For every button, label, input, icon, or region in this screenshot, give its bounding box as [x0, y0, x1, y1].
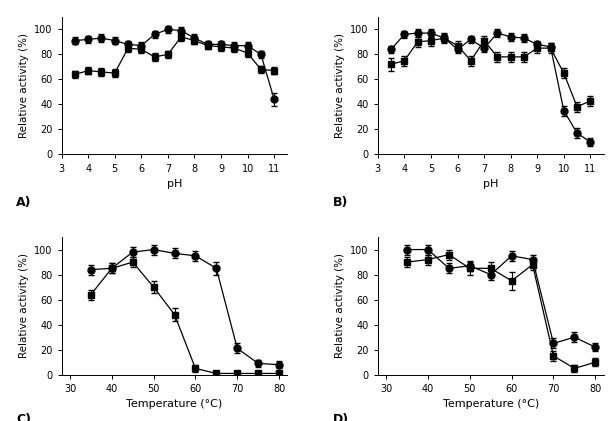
- Text: A): A): [17, 196, 32, 209]
- X-axis label: pH: pH: [167, 179, 182, 189]
- X-axis label: Temperature (°C): Temperature (°C): [126, 399, 222, 409]
- Text: C): C): [17, 413, 31, 421]
- Text: D): D): [333, 413, 349, 421]
- X-axis label: pH: pH: [483, 179, 498, 189]
- Y-axis label: Relative activity (%): Relative activity (%): [335, 33, 345, 138]
- Y-axis label: Relative activity (%): Relative activity (%): [335, 253, 345, 358]
- Y-axis label: Relative activity (%): Relative activity (%): [18, 253, 28, 358]
- Y-axis label: Relative activity (%): Relative activity (%): [18, 33, 28, 138]
- X-axis label: Temperature (°C): Temperature (°C): [443, 399, 539, 409]
- Text: B): B): [333, 196, 348, 209]
